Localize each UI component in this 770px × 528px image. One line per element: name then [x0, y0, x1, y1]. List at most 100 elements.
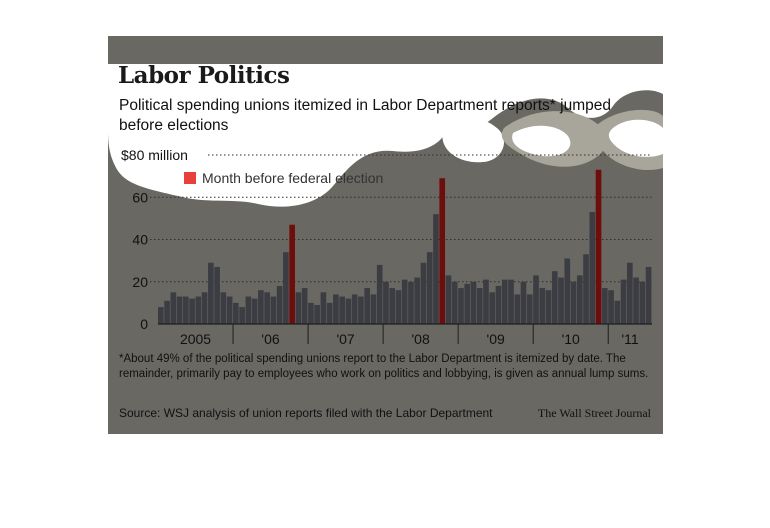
bar	[264, 292, 270, 324]
bar	[333, 294, 339, 324]
x-tick-label: '10	[562, 331, 580, 346]
bar	[401, 279, 408, 324]
bar	[526, 294, 533, 324]
bar	[283, 252, 289, 324]
legend-label: Month before federal election	[202, 170, 384, 186]
bar	[420, 262, 427, 324]
bar	[308, 302, 314, 325]
bar	[458, 288, 464, 324]
bar	[633, 277, 639, 324]
chart-legend: Month before federal election	[184, 170, 383, 186]
bar	[639, 281, 646, 324]
bar	[508, 279, 514, 324]
publisher-credit: The Wall Street Journal	[537, 406, 651, 420]
bar	[576, 275, 583, 324]
x-tick-label: '07	[336, 331, 354, 346]
x-tick-label: 2005	[180, 331, 211, 346]
bar	[551, 271, 558, 324]
bar	[433, 214, 439, 324]
bar	[376, 264, 383, 324]
x-tick-label: '08	[412, 331, 430, 346]
bar	[564, 258, 571, 324]
bar	[395, 290, 402, 324]
y-tick-label: 60	[132, 189, 148, 205]
x-tick-label: '06	[261, 331, 279, 346]
chart-panel: Labor Politics Political spending unions…	[108, 36, 663, 434]
bar	[164, 300, 170, 324]
bar	[220, 292, 227, 324]
bar	[558, 277, 564, 324]
x-tick-label: '09	[487, 331, 505, 346]
bar	[414, 277, 421, 324]
bar	[189, 298, 195, 324]
bar	[601, 288, 608, 324]
highlight-bar	[439, 178, 446, 324]
bar	[233, 302, 239, 325]
bar	[314, 304, 320, 324]
bar	[583, 254, 589, 324]
y-tick-label: 40	[132, 232, 148, 248]
chart-title: Labor Politics	[118, 62, 290, 89]
bar	[245, 296, 252, 324]
bar	[320, 292, 327, 324]
chart-subtitle: Political spending unions itemized in La…	[119, 97, 611, 134]
x-tick-label: '11	[622, 331, 639, 346]
bar	[239, 307, 245, 324]
bar	[545, 290, 552, 324]
bar	[514, 294, 521, 324]
bar	[426, 252, 433, 324]
bar	[539, 288, 546, 324]
bar	[451, 281, 458, 324]
bar	[370, 294, 377, 324]
bar	[495, 285, 502, 324]
y-tick-label: 20	[132, 274, 148, 290]
bar	[589, 212, 596, 324]
bar	[301, 288, 308, 324]
bar	[339, 296, 345, 324]
bar	[345, 298, 352, 324]
bar	[208, 262, 214, 324]
legend-swatch	[184, 172, 196, 184]
bar	[364, 288, 370, 324]
bar	[351, 294, 358, 324]
source-note: Source: WSJ analysis of union reports fi…	[119, 406, 493, 420]
bar	[226, 296, 233, 324]
bar	[570, 281, 577, 324]
bar	[358, 296, 364, 324]
bar	[170, 292, 177, 324]
bar	[326, 302, 333, 325]
bar	[464, 283, 471, 324]
bar	[533, 275, 539, 324]
bar	[470, 281, 477, 324]
bar-chart: 0 20 40 60 $80 million 2005 '06 '07 '08 '09 '10 '11	[121, 147, 652, 346]
bar	[195, 296, 202, 324]
bar	[270, 296, 277, 324]
footnote: *About 49% of the political spending uni…	[119, 353, 649, 380]
bar	[176, 296, 183, 324]
y-tick-label: $80 million	[121, 147, 188, 163]
bar	[489, 292, 496, 324]
y-tick-label: 0	[140, 316, 148, 332]
bar	[476, 288, 483, 324]
bar	[520, 281, 527, 324]
bar	[295, 292, 302, 324]
bar	[201, 292, 208, 324]
bar	[483, 279, 489, 324]
bar	[158, 307, 164, 324]
highlight-bar	[289, 224, 295, 324]
bar	[183, 296, 189, 324]
highlight-bar	[595, 169, 602, 324]
bar	[501, 279, 508, 324]
bar	[645, 266, 652, 324]
bar	[445, 275, 452, 324]
bar	[258, 290, 264, 324]
bar	[408, 281, 414, 324]
bar	[214, 266, 220, 324]
bar	[608, 290, 614, 324]
bar	[389, 288, 396, 324]
bar	[251, 298, 258, 324]
bar	[626, 262, 633, 324]
bar	[276, 285, 283, 324]
bar	[620, 279, 627, 324]
bar	[614, 300, 621, 324]
